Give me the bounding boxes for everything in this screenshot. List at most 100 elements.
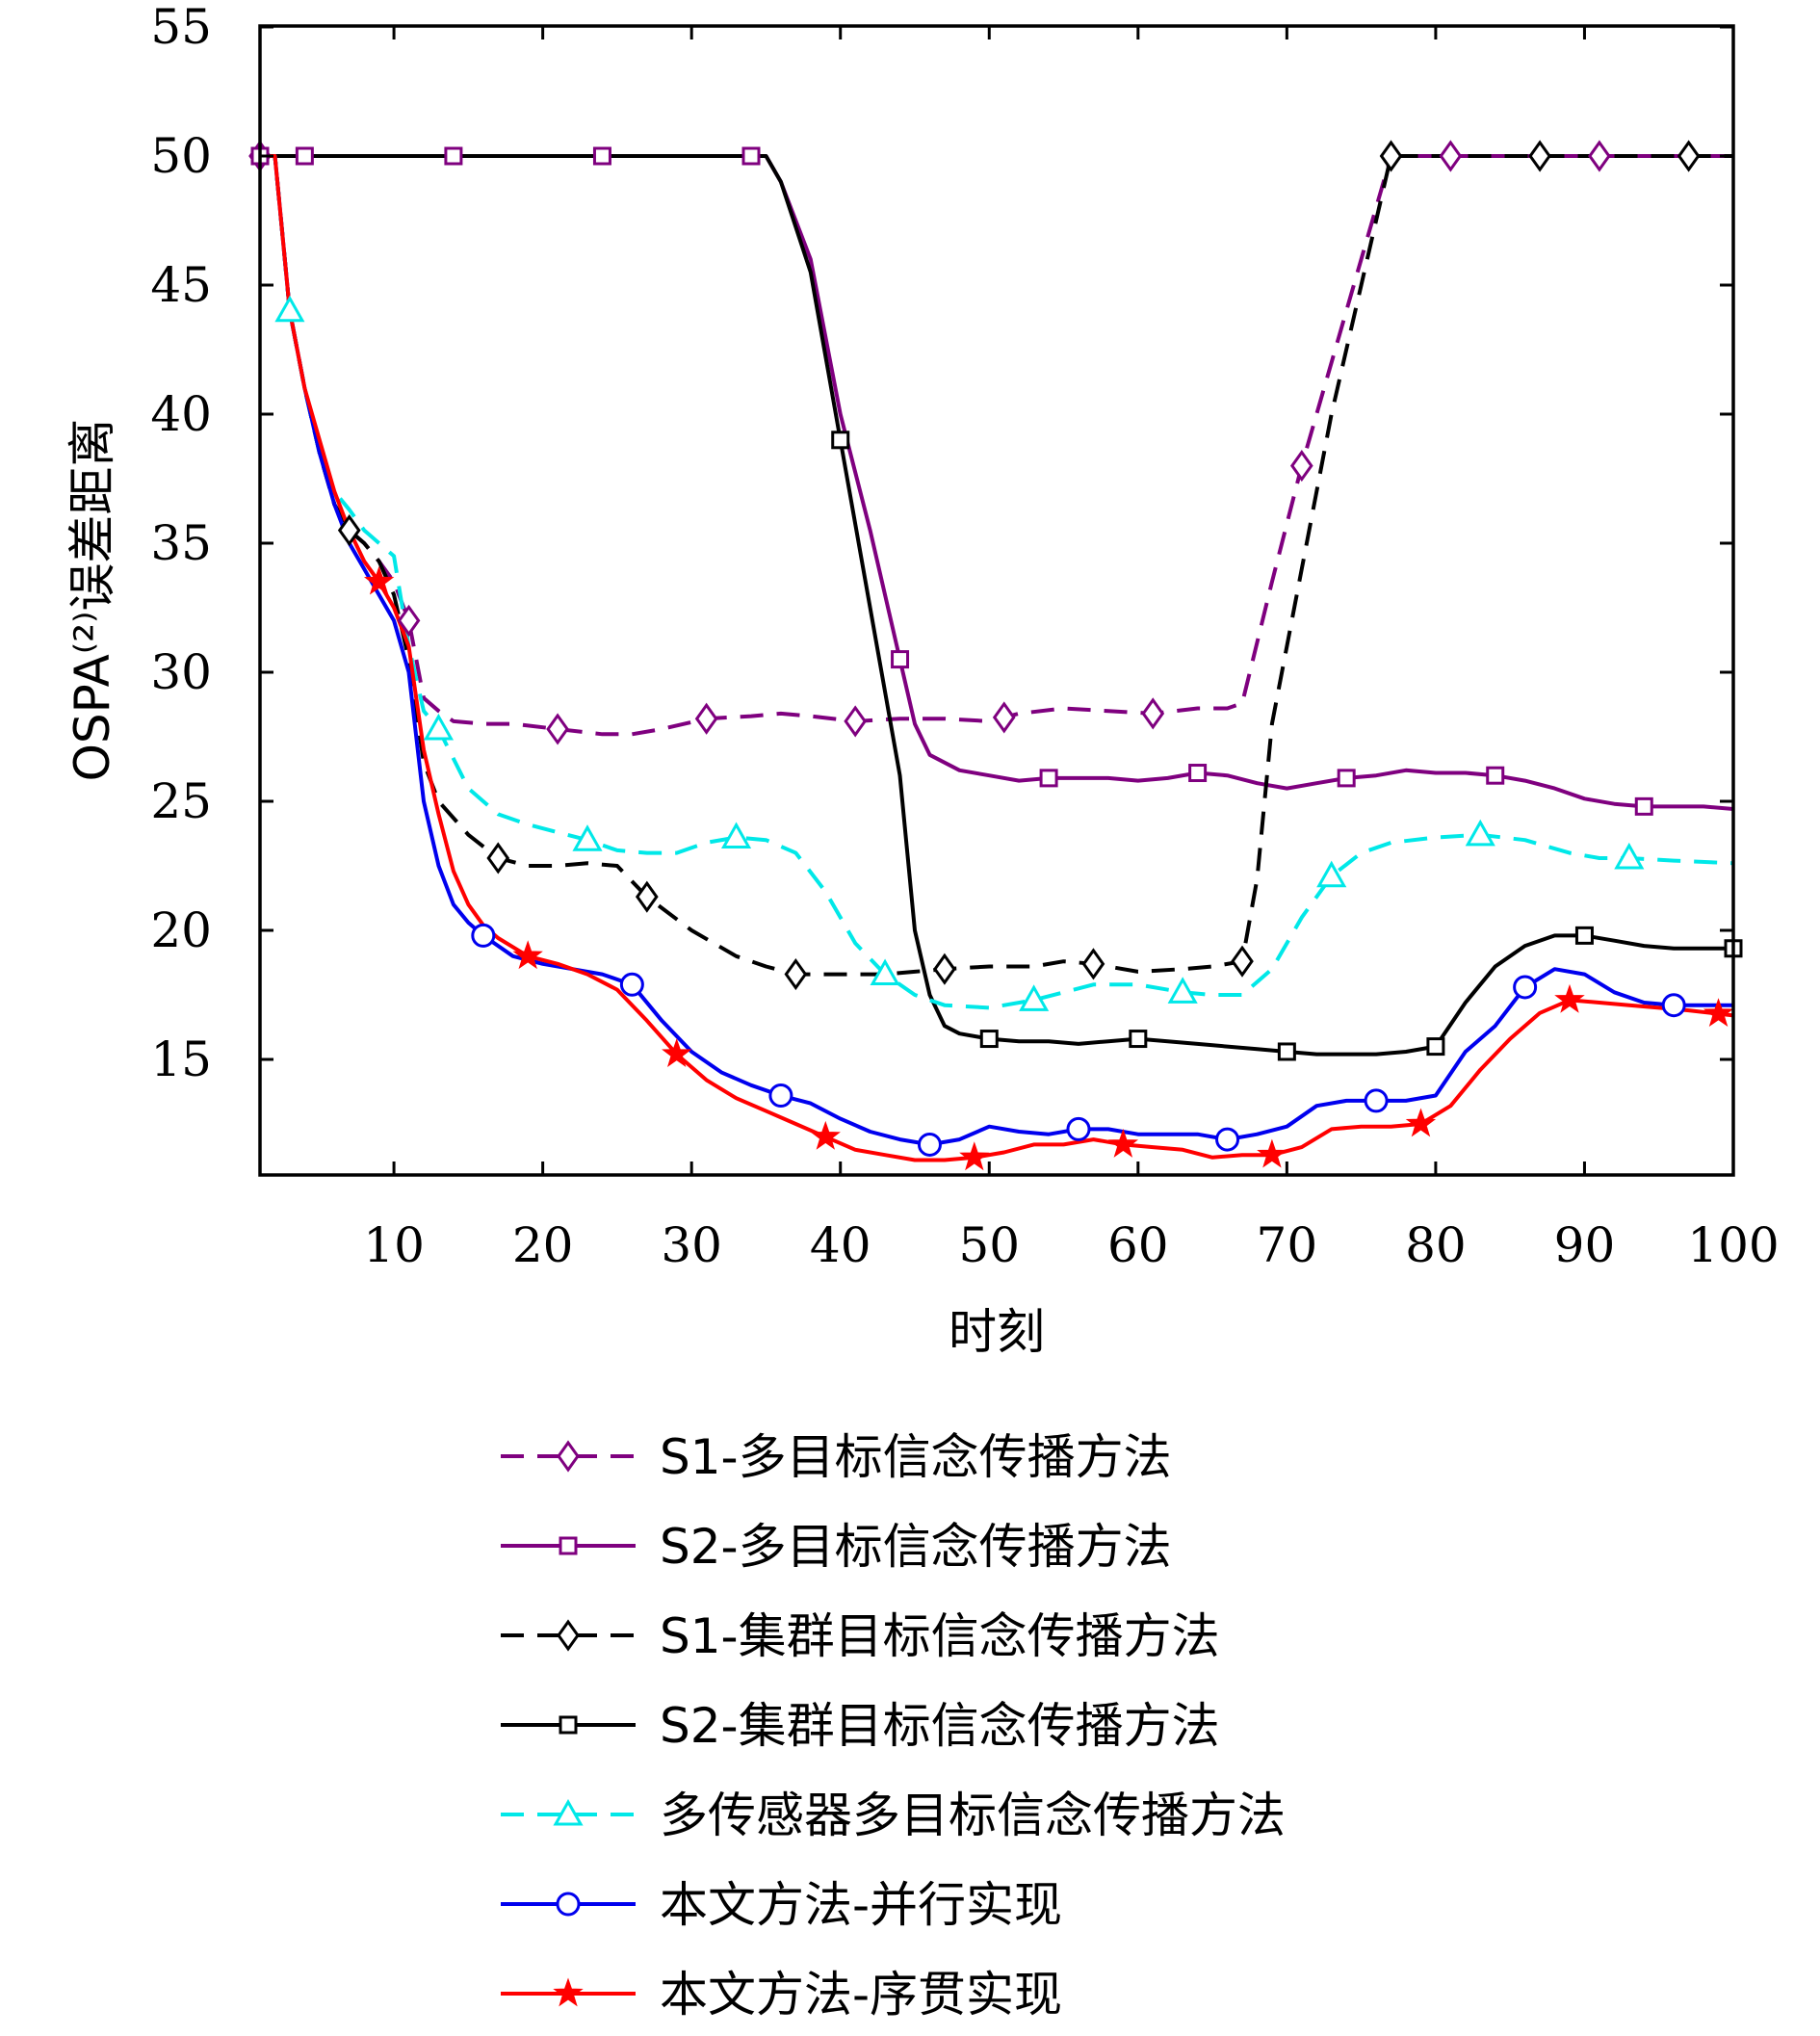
x-tick-label: 50 <box>958 1217 1020 1273</box>
legend-label-1: S1-多目标信念传播方法 <box>660 1429 1172 1485</box>
y-tick-label: 15 <box>150 1031 212 1087</box>
series-3-point <box>337 514 361 547</box>
legend-marker-5 <box>553 1798 584 1826</box>
series-5-point <box>423 713 455 741</box>
series-5-point <box>1465 819 1495 847</box>
series-6-point <box>1661 993 1686 1018</box>
x-tick-label: 100 <box>1687 1217 1779 1273</box>
legend-label-2: S2-多目标信念传播方法 <box>660 1519 1172 1575</box>
series-2-point <box>592 146 611 166</box>
series-3-point <box>784 957 808 991</box>
series-5-point <box>720 822 752 849</box>
x-tick-label: 70 <box>1257 1217 1318 1273</box>
y-tick-label: 35 <box>150 515 212 571</box>
series-5-point <box>274 295 305 323</box>
legend-marker-7 <box>553 1977 584 2007</box>
series-3-point <box>1379 140 1403 172</box>
series-2-point <box>891 650 910 669</box>
y-tick-label: 20 <box>150 902 212 958</box>
x-tick-label: 20 <box>512 1217 574 1273</box>
series-2-point <box>1337 769 1356 788</box>
series-1-point <box>1141 697 1165 730</box>
series-4-point <box>831 431 850 450</box>
series-4-point <box>1129 1030 1148 1049</box>
legend-label-4: S2-集群目标信念传播方法 <box>660 1698 1220 1754</box>
legend-label-3: S1-集群目标信念传播方法 <box>660 1608 1220 1664</box>
series-7-point <box>1107 1128 1139 1158</box>
y-tick-label: 55 <box>150 0 212 55</box>
series-1-point <box>1588 140 1611 172</box>
y-tick-label: 40 <box>150 386 212 442</box>
series-2-point <box>1039 769 1058 788</box>
series-3-point <box>1231 945 1254 978</box>
y-tick-label: 25 <box>150 773 212 829</box>
series-line-6 <box>260 154 1733 1147</box>
series-7-point <box>363 565 395 595</box>
series-5-point <box>1316 860 1347 888</box>
series-4-point <box>979 1030 999 1049</box>
x-tick-label: 40 <box>810 1217 871 1273</box>
x-tick-label: 60 <box>1107 1217 1169 1273</box>
series-7-point <box>1257 1138 1287 1168</box>
series-2-point <box>1634 796 1653 816</box>
series-4-point <box>1574 926 1594 945</box>
series-2-point <box>741 146 761 166</box>
series-6-point <box>768 1083 793 1109</box>
series-6-point <box>1513 975 1538 1000</box>
series-3-point <box>933 953 956 985</box>
series-6-point <box>917 1132 942 1157</box>
series-5-point <box>870 958 900 986</box>
series-1-point <box>992 701 1016 734</box>
series-2-point <box>1188 764 1208 783</box>
y-tick-label: 50 <box>150 128 212 184</box>
series-5-point <box>572 824 603 851</box>
series-7-point <box>959 1141 990 1171</box>
series-1-point <box>844 705 868 738</box>
series-3-point <box>1677 140 1701 172</box>
series-4-point <box>1277 1042 1296 1061</box>
series-6-point <box>471 923 496 948</box>
legend-label-5: 多传感器多目标信念传播方法 <box>660 1788 1286 1843</box>
series-2-point <box>295 146 314 166</box>
series-line-3 <box>260 154 1733 977</box>
series-1-point <box>694 702 718 735</box>
series-7-point <box>1405 1108 1437 1137</box>
series-2-point <box>444 146 463 166</box>
legend-label-7: 本文方法-序贯实现 <box>660 1967 1062 2023</box>
legend-marker-2 <box>559 1536 578 1555</box>
series-1-point <box>1439 140 1463 172</box>
series-line-5 <box>260 154 1733 1010</box>
legend-marker-3 <box>557 1619 580 1652</box>
legend-marker-4 <box>559 1715 578 1735</box>
y-tick-label: 45 <box>150 257 212 313</box>
series-6-point <box>619 972 644 997</box>
axis-layer: 10 20 30 40 50 60 70 80 90 100 15 20 25 30 35 40 45 50 55 <box>150 0 1779 1273</box>
y-axis-title: OSPA⁽²⁾误差距离 <box>65 419 120 782</box>
series-7-point <box>1554 983 1585 1013</box>
series-7-point <box>1703 998 1734 1028</box>
series-5-point <box>1019 984 1050 1011</box>
series-4-point <box>1426 1037 1445 1057</box>
x-tick-label: 80 <box>1405 1217 1467 1273</box>
series-2-point <box>1486 766 1505 785</box>
legend-marker-1 <box>557 1440 580 1473</box>
series-1-point <box>1289 450 1313 483</box>
x-tick-label: 10 <box>363 1217 425 1273</box>
x-tick-label: 30 <box>661 1217 722 1273</box>
series-1-point <box>546 713 569 745</box>
series-1-point <box>397 604 421 637</box>
marker-layer <box>248 140 1743 1171</box>
series-line-7 <box>260 154 1733 1162</box>
series-3-point <box>1081 948 1105 980</box>
series-6-point <box>1364 1088 1389 1113</box>
series-6-point <box>1066 1116 1091 1141</box>
x-axis-title: 时刻 <box>949 1304 1045 1360</box>
legend-marker-6 <box>556 1892 581 1917</box>
legend-label-6: 本文方法-并行实现 <box>660 1877 1062 1933</box>
legend: S1-多目标信念传播方法 S2-多目标信念传播方法 S1-集群目标信念传播方法 S2-… <box>501 1429 1286 2023</box>
series-line-1 <box>260 154 1733 737</box>
series-5-point <box>1167 977 1198 1004</box>
series-7-point <box>512 940 543 970</box>
